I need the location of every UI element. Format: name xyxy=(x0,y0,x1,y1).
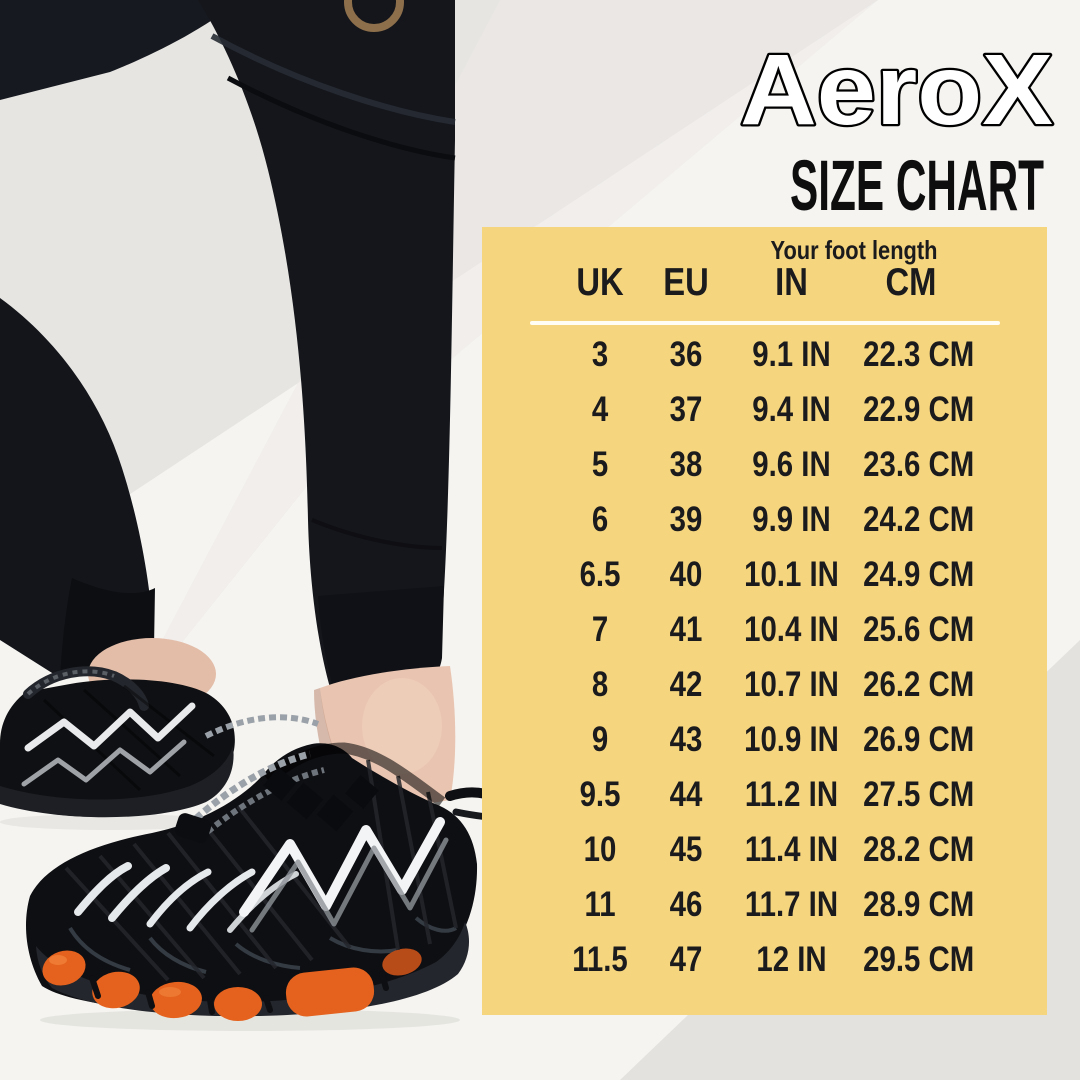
cell-uk: 9.5 xyxy=(579,774,621,814)
cell-in: 9.9 IN xyxy=(752,499,831,539)
cell-uk: 11.5 xyxy=(572,939,628,979)
cell-eu: 36 xyxy=(669,334,703,374)
cell-eu: 37 xyxy=(669,389,703,429)
cell-in: 12 IN xyxy=(756,939,827,979)
table-row: 11.5 47 12 IN 29.5 CM xyxy=(482,932,1047,987)
cell-eu: 38 xyxy=(669,444,703,484)
cell-uk: 3 xyxy=(591,334,609,374)
page-title: SIZE CHART xyxy=(790,147,1044,226)
cell-cm: 22.3 CM xyxy=(863,334,975,374)
column-header-row: UK EU IN CM xyxy=(482,261,1047,305)
cell-cm: 24.2 CM xyxy=(863,499,975,539)
cell-eu: 42 xyxy=(669,664,703,704)
cell-in: 11.7 IN xyxy=(744,884,839,924)
column-header-cm: CM xyxy=(885,261,937,304)
zigzag-graphic xyxy=(239,817,449,933)
cell-cm: 28.9 CM xyxy=(863,884,975,924)
bungee-laces xyxy=(174,714,379,843)
cell-cm: 27.5 CM xyxy=(863,774,975,814)
cell-in: 9.6 IN xyxy=(752,444,831,484)
table-row: 11 46 11.7 IN 28.9 CM xyxy=(482,877,1047,932)
table-row: 6.5 40 10.1 IN 24.9 CM xyxy=(482,547,1047,602)
cell-in: 11.2 IN xyxy=(744,774,839,814)
brand-title: AeroX xyxy=(740,34,1053,146)
cell-uk: 5 xyxy=(591,444,609,484)
cell-eu: 41 xyxy=(669,609,703,649)
size-table: 3 36 9.1 IN 22.3 CM 4 37 9.4 IN 22.9 CM … xyxy=(482,327,1047,987)
cell-eu: 39 xyxy=(669,499,703,539)
header-divider xyxy=(530,321,1000,325)
cell-in: 9.4 IN xyxy=(752,389,831,429)
cell-uk: 10 xyxy=(583,829,617,869)
pants-ring-logo xyxy=(344,0,404,32)
cell-eu: 45 xyxy=(669,829,703,869)
jogger-pants xyxy=(0,0,456,706)
table-row: 8 42 10.7 IN 26.2 CM xyxy=(482,657,1047,712)
cell-eu: 47 xyxy=(669,939,703,979)
cell-in: 10.9 IN xyxy=(744,719,839,759)
cell-in: 10.1 IN xyxy=(744,554,839,594)
foot-length-header: Your foot length xyxy=(770,235,938,265)
cell-eu: 44 xyxy=(669,774,703,814)
table-row: 3 36 9.1 IN 22.3 CM xyxy=(482,327,1047,382)
cell-uk: 8 xyxy=(591,664,609,704)
cell-cm: 29.5 CM xyxy=(863,939,975,979)
table-row: 4 37 9.4 IN 22.9 CM xyxy=(482,382,1047,437)
table-row: 9.5 44 11.2 IN 27.5 CM xyxy=(482,767,1047,822)
cell-cm: 25.6 CM xyxy=(863,609,975,649)
cell-uk: 4 xyxy=(591,389,609,429)
table-row: 10 45 11.4 IN 28.2 CM xyxy=(482,822,1047,877)
rear-shoe xyxy=(0,666,235,818)
size-chart-panel: Your foot length UK EU IN CM 3 36 9.1 IN… xyxy=(482,227,1047,1015)
cell-cm: 26.9 CM xyxy=(863,719,975,759)
cell-in: 11.4 IN xyxy=(744,829,839,869)
title-block: AeroX SIZE CHART xyxy=(738,32,1056,226)
cell-cm: 28.2 CM xyxy=(863,829,975,869)
cell-uk: 9 xyxy=(591,719,609,759)
cell-uk: 6.5 xyxy=(579,554,621,594)
orange-sole-pods xyxy=(42,948,422,1021)
cell-eu: 40 xyxy=(669,554,703,594)
cell-in: 10.4 IN xyxy=(744,609,839,649)
cell-cm: 23.6 CM xyxy=(863,444,975,484)
cell-cm: 26.2 CM xyxy=(863,664,975,704)
table-row: 5 38 9.6 IN 23.6 CM xyxy=(482,437,1047,492)
table-row: 6 39 9.9 IN 24.2 CM xyxy=(482,492,1047,547)
cell-in: 10.7 IN xyxy=(744,664,839,704)
cell-cm: 22.9 CM xyxy=(863,389,975,429)
column-header-uk: UK xyxy=(576,261,624,304)
cell-eu: 43 xyxy=(669,719,703,759)
front-shoe xyxy=(26,714,515,1021)
cell-eu: 46 xyxy=(669,884,703,924)
cell-uk: 11 xyxy=(584,884,616,924)
cell-in: 9.1 IN xyxy=(752,334,831,374)
table-row: 9 43 10.9 IN 26.9 CM xyxy=(482,712,1047,767)
cell-cm: 24.9 CM xyxy=(863,554,975,594)
cell-uk: 6 xyxy=(591,499,609,539)
column-header-in: IN xyxy=(775,261,808,304)
table-row: 7 41 10.4 IN 25.6 CM xyxy=(482,602,1047,657)
cell-uk: 7 xyxy=(591,609,609,649)
column-header-eu: EU xyxy=(663,261,709,304)
